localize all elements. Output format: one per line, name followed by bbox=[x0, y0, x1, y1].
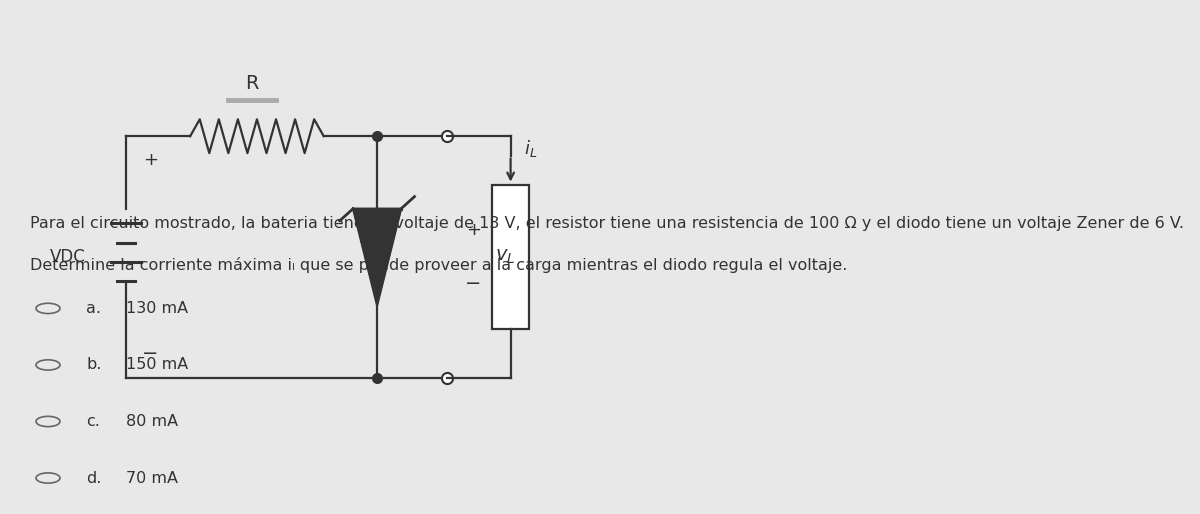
Text: Para el circuito mostrado, la bateria tiene un voltaje de 13 V, el resistor tien: Para el circuito mostrado, la bateria ti… bbox=[30, 216, 1184, 231]
Text: $i_L$: $i_L$ bbox=[524, 138, 538, 159]
Text: R: R bbox=[245, 74, 258, 93]
Text: +: + bbox=[143, 151, 157, 170]
Text: 130 mA: 130 mA bbox=[126, 301, 188, 316]
Text: −: − bbox=[142, 344, 158, 363]
Bar bbox=[492, 185, 529, 329]
Text: 80 mA: 80 mA bbox=[126, 414, 178, 429]
Text: b.: b. bbox=[86, 357, 102, 373]
Text: Determine la corriente máxima iₗ que se puede proveer a la carga mientras el dio: Determine la corriente máxima iₗ que se … bbox=[30, 257, 847, 273]
Text: 150 mA: 150 mA bbox=[126, 357, 188, 373]
Text: a.: a. bbox=[86, 301, 101, 316]
Text: −: − bbox=[466, 274, 481, 293]
Text: c.: c. bbox=[86, 414, 101, 429]
Text: +: + bbox=[466, 222, 481, 240]
Text: 70 mA: 70 mA bbox=[126, 470, 178, 486]
Polygon shape bbox=[353, 209, 401, 305]
Text: $v_L$: $v_L$ bbox=[496, 248, 516, 266]
Text: VDC: VDC bbox=[49, 248, 85, 266]
Text: d.: d. bbox=[86, 470, 102, 486]
